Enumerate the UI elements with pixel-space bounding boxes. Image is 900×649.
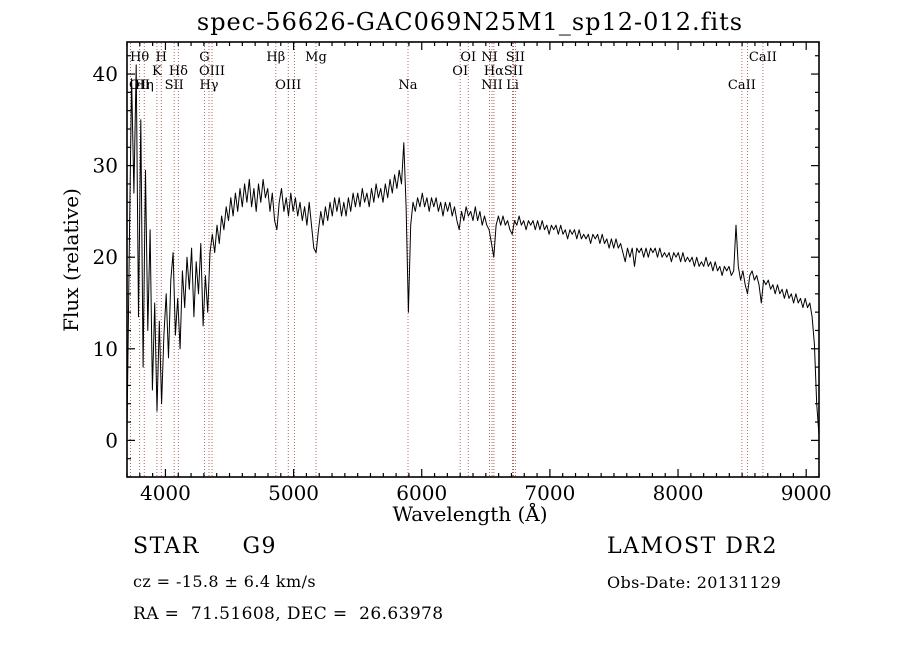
ra-dec-text: RA = 71.51608, DEC = 26.63978 (133, 604, 444, 624)
marker-label-K: K (152, 64, 162, 79)
marker-label-Li: Li (506, 78, 519, 93)
marker-label-SII: SII (506, 50, 525, 65)
y-tick-label: 40 (93, 62, 118, 86)
marker-label-NI: NI (481, 50, 498, 65)
marker-label-Hη: Hη (135, 78, 154, 93)
x-tick-label: 9000 (781, 481, 832, 505)
line-markers (130, 43, 764, 476)
marker-label-Mg: Mg (305, 50, 327, 65)
marker-label-OIII: OIII (199, 64, 225, 79)
cz-text: cz = -15.8 ± 6.4 km/s (133, 572, 316, 591)
y-tick-label: 20 (93, 245, 118, 269)
marker-label-NII: NII (481, 78, 503, 93)
x-tick-label: 6000 (396, 481, 447, 505)
plot-frame (126, 41, 820, 478)
marker-label-SII: SII (504, 64, 523, 79)
marker-label-Hβ: Hβ (266, 50, 285, 65)
marker-label-Hα: Hα (484, 64, 504, 79)
marker-label-H: H (156, 50, 167, 65)
marker-label-SII: SII (165, 78, 184, 93)
obs-date-text: Obs-Date: 20131129 (607, 573, 782, 592)
y-tick-label: 30 (93, 154, 118, 178)
marker-label-Hδ: Hδ (169, 64, 188, 79)
marker-label-OII: OII (129, 78, 150, 93)
marker-label-OIII: OIII (275, 78, 301, 93)
spectrum-trace (126, 64, 820, 436)
marker-label-G: G (199, 50, 209, 65)
x-tick-label: 8000 (653, 481, 704, 505)
axis-ticks (126, 42, 820, 478)
x-tick-label: 7000 (524, 481, 575, 505)
marker-label-CaII: CaII (749, 50, 777, 65)
classification-text: STAR G9 (133, 534, 278, 559)
figure-title: spec-56626-GAC069N25M1_sp12-012.fits (197, 8, 743, 36)
marker-label-CaII: CaII (728, 78, 756, 93)
survey-text: LAMOST DR2 (607, 534, 778, 559)
marker-label-Hγ: Hγ (199, 78, 218, 93)
y-tick-label: 10 (93, 337, 118, 361)
y-axis-label: Flux (relative) (59, 188, 83, 332)
plot-area: 4000 5000 6000 7000 8000 9000 0 10 20 30 40 OII Hθ Hη… (93, 41, 832, 505)
marker-label-Hθ: Hθ (130, 50, 149, 65)
tick-labels: 4000 5000 6000 7000 8000 9000 0 10 20 30 40 (93, 62, 832, 505)
x-axis-label: Wavelength (Å) (392, 501, 547, 526)
x-tick-label: 4000 (140, 481, 191, 505)
marker-label-Na: Na (398, 78, 417, 93)
marker-label-OI: OI (460, 50, 476, 65)
x-tick-label: 5000 (268, 481, 319, 505)
y-tick-label: 0 (105, 428, 118, 452)
marker-label-OI: OI (452, 64, 468, 79)
